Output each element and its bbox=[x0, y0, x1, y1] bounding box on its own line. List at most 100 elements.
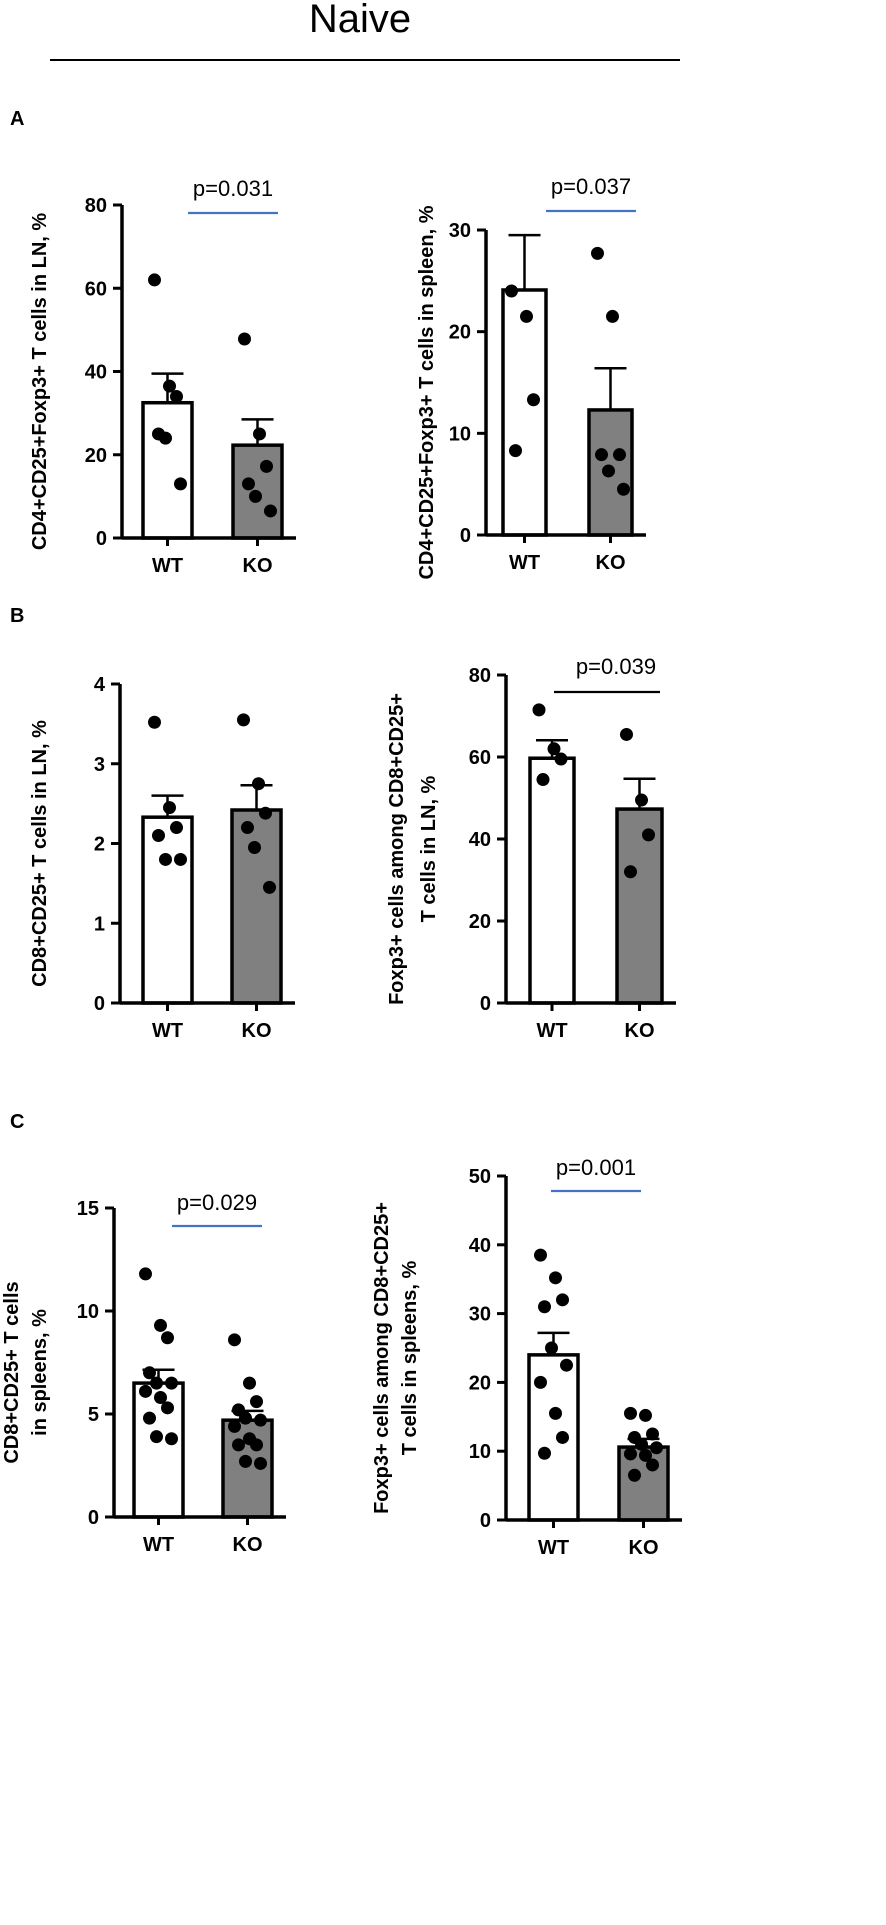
data-point-wt bbox=[509, 444, 522, 458]
x-tick-label-ko: KO bbox=[629, 1537, 659, 1559]
x-tick-label-wt: WT bbox=[509, 552, 540, 574]
data-point-ko bbox=[250, 1395, 263, 1409]
x-tick-label-wt: WT bbox=[538, 1537, 569, 1559]
y-tick-label: 30 bbox=[449, 220, 471, 242]
data-point-wt bbox=[161, 1331, 174, 1345]
y-tick-label: 20 bbox=[469, 1372, 491, 1394]
bar-ko bbox=[230, 808, 283, 1005]
y-tick-label: 3 bbox=[94, 754, 105, 776]
y-tick-label: 0 bbox=[480, 1510, 491, 1532]
data-point-wt bbox=[556, 1430, 569, 1444]
y-tick-label: 0 bbox=[94, 993, 105, 1015]
chart-b-left: WT KO 0 1 2 3 4 CD8+CD25+ T cells in LN, % bbox=[29, 674, 295, 1042]
bar-wt bbox=[141, 400, 194, 540]
data-point-ko bbox=[237, 713, 250, 727]
data-point-wt bbox=[150, 1376, 163, 1390]
data-point-ko bbox=[248, 840, 261, 854]
data-point-ko bbox=[254, 1456, 267, 1470]
p-value-label: p=0.037 bbox=[551, 174, 631, 199]
y-tick-label: 80 bbox=[85, 195, 107, 217]
data-point-wt bbox=[547, 742, 561, 756]
data-point-wt bbox=[554, 752, 568, 766]
x-tick-label-ko: KO bbox=[243, 555, 273, 577]
y-tick-label: 40 bbox=[469, 1235, 491, 1257]
data-point-wt bbox=[520, 309, 533, 323]
data-point-ko bbox=[624, 865, 637, 879]
y-tick-label: 10 bbox=[449, 423, 471, 445]
y-tick-label: 10 bbox=[469, 1441, 491, 1463]
data-point-wt bbox=[549, 1271, 562, 1285]
data-point-ko bbox=[242, 477, 255, 491]
data-point-wt bbox=[556, 1293, 569, 1307]
data-point-wt bbox=[165, 1432, 178, 1446]
y-axis-label: CD4+CD25+Foxp3+ T cells in spleen, % bbox=[416, 205, 438, 579]
y-tick-label: 4 bbox=[94, 674, 106, 696]
chart-c-right: WT KO 0 10 20 30 40 50 Foxp3+ cells among CD8+CD… bbox=[371, 1155, 682, 1559]
data-point-wt bbox=[143, 1411, 156, 1425]
y-tick-label: 0 bbox=[480, 993, 491, 1015]
chart-a-right: WT KO 0 10 20 30 CD4+CD25+Foxp3+ T cells in sp… bbox=[416, 174, 646, 580]
data-point-ko bbox=[639, 1408, 652, 1422]
data-point-ko bbox=[232, 1438, 245, 1452]
data-point-wt bbox=[154, 1318, 167, 1332]
data-point-ko bbox=[646, 1458, 659, 1472]
data-point-wt bbox=[532, 703, 546, 717]
data-point-ko bbox=[620, 727, 633, 741]
data-point-ko bbox=[650, 1441, 663, 1455]
data-point-wt bbox=[170, 389, 183, 403]
data-point-wt bbox=[152, 829, 165, 843]
bar-wt bbox=[141, 815, 194, 1005]
data-point-ko bbox=[239, 1454, 252, 1468]
data-point-wt bbox=[560, 1358, 573, 1372]
data-point-ko bbox=[228, 1333, 241, 1347]
p-value-label: p=0.031 bbox=[193, 176, 273, 201]
y-axis-label: CD8+CD25+ T cells in LN, % bbox=[29, 720, 51, 987]
data-point-ko bbox=[606, 309, 619, 323]
y-tick-label: 15 bbox=[77, 1198, 99, 1220]
panel-label-a: A bbox=[10, 108, 24, 130]
chart-c-left: WT KO 0 5 10 15 CD8+CD25+ T cells in spleens, %… bbox=[1, 1190, 286, 1556]
data-point-ko bbox=[252, 777, 265, 791]
data-point-ko bbox=[260, 459, 273, 473]
y-tick-label: 50 bbox=[469, 1166, 491, 1188]
x-tick-label-wt: WT bbox=[152, 555, 183, 577]
y-axis-label: Foxp3+ cells among CD8+CD25+ bbox=[386, 693, 408, 1005]
y-tick-label: 60 bbox=[85, 278, 107, 300]
data-point-ko bbox=[628, 1468, 641, 1482]
data-point-ko bbox=[249, 489, 262, 503]
data-point-ko bbox=[263, 880, 276, 894]
y-tick-label: 5 bbox=[88, 1404, 99, 1426]
data-point-ko bbox=[646, 1427, 659, 1441]
chart-b-right: WT KO 0 20 40 60 80 Foxp3+ cells among CD8+CD25… bbox=[386, 654, 676, 1042]
x-tick-label-wt: WT bbox=[536, 1020, 567, 1042]
data-point-ko bbox=[254, 1413, 267, 1427]
data-point-ko bbox=[617, 482, 630, 496]
data-point-wt bbox=[159, 431, 172, 445]
y-tick-label: 40 bbox=[469, 829, 491, 851]
data-point-ko bbox=[602, 464, 615, 478]
data-point-wt bbox=[163, 379, 176, 393]
data-point-ko bbox=[591, 246, 604, 260]
y-axis-label: in spleens, % bbox=[29, 1309, 51, 1436]
data-point-ko bbox=[613, 448, 626, 462]
data-point-wt bbox=[139, 1267, 152, 1281]
data-point-wt bbox=[163, 801, 176, 815]
data-point-ko bbox=[595, 448, 608, 462]
y-tick-label: 30 bbox=[469, 1304, 491, 1326]
y-tick-label: 20 bbox=[85, 445, 107, 467]
data-point-ko bbox=[635, 793, 648, 807]
data-point-ko bbox=[624, 1447, 637, 1461]
x-tick-label-ko: KO bbox=[242, 1020, 272, 1042]
data-point-wt bbox=[536, 773, 550, 787]
data-point-wt bbox=[165, 1376, 178, 1390]
figure-title: Naive bbox=[309, 0, 411, 41]
data-point-wt bbox=[161, 1401, 174, 1415]
data-point-ko bbox=[253, 427, 266, 441]
y-tick-label: 80 bbox=[469, 665, 491, 687]
x-tick-label-ko: KO bbox=[596, 552, 626, 574]
data-point-wt bbox=[549, 1406, 562, 1420]
y-tick-label: 0 bbox=[460, 525, 471, 547]
y-tick-label: 20 bbox=[469, 911, 491, 933]
